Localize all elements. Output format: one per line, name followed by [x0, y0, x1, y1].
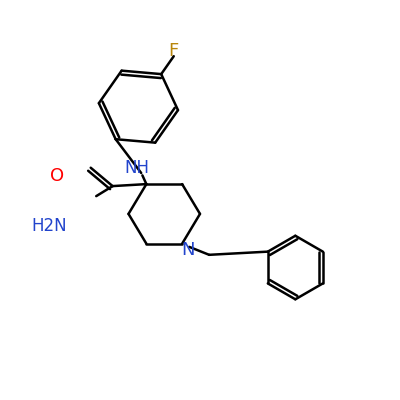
Text: NH: NH [124, 159, 149, 177]
Text: F: F [169, 42, 179, 60]
Text: O: O [50, 167, 64, 185]
Text: N: N [181, 241, 195, 259]
Text: H2N: H2N [31, 217, 67, 235]
